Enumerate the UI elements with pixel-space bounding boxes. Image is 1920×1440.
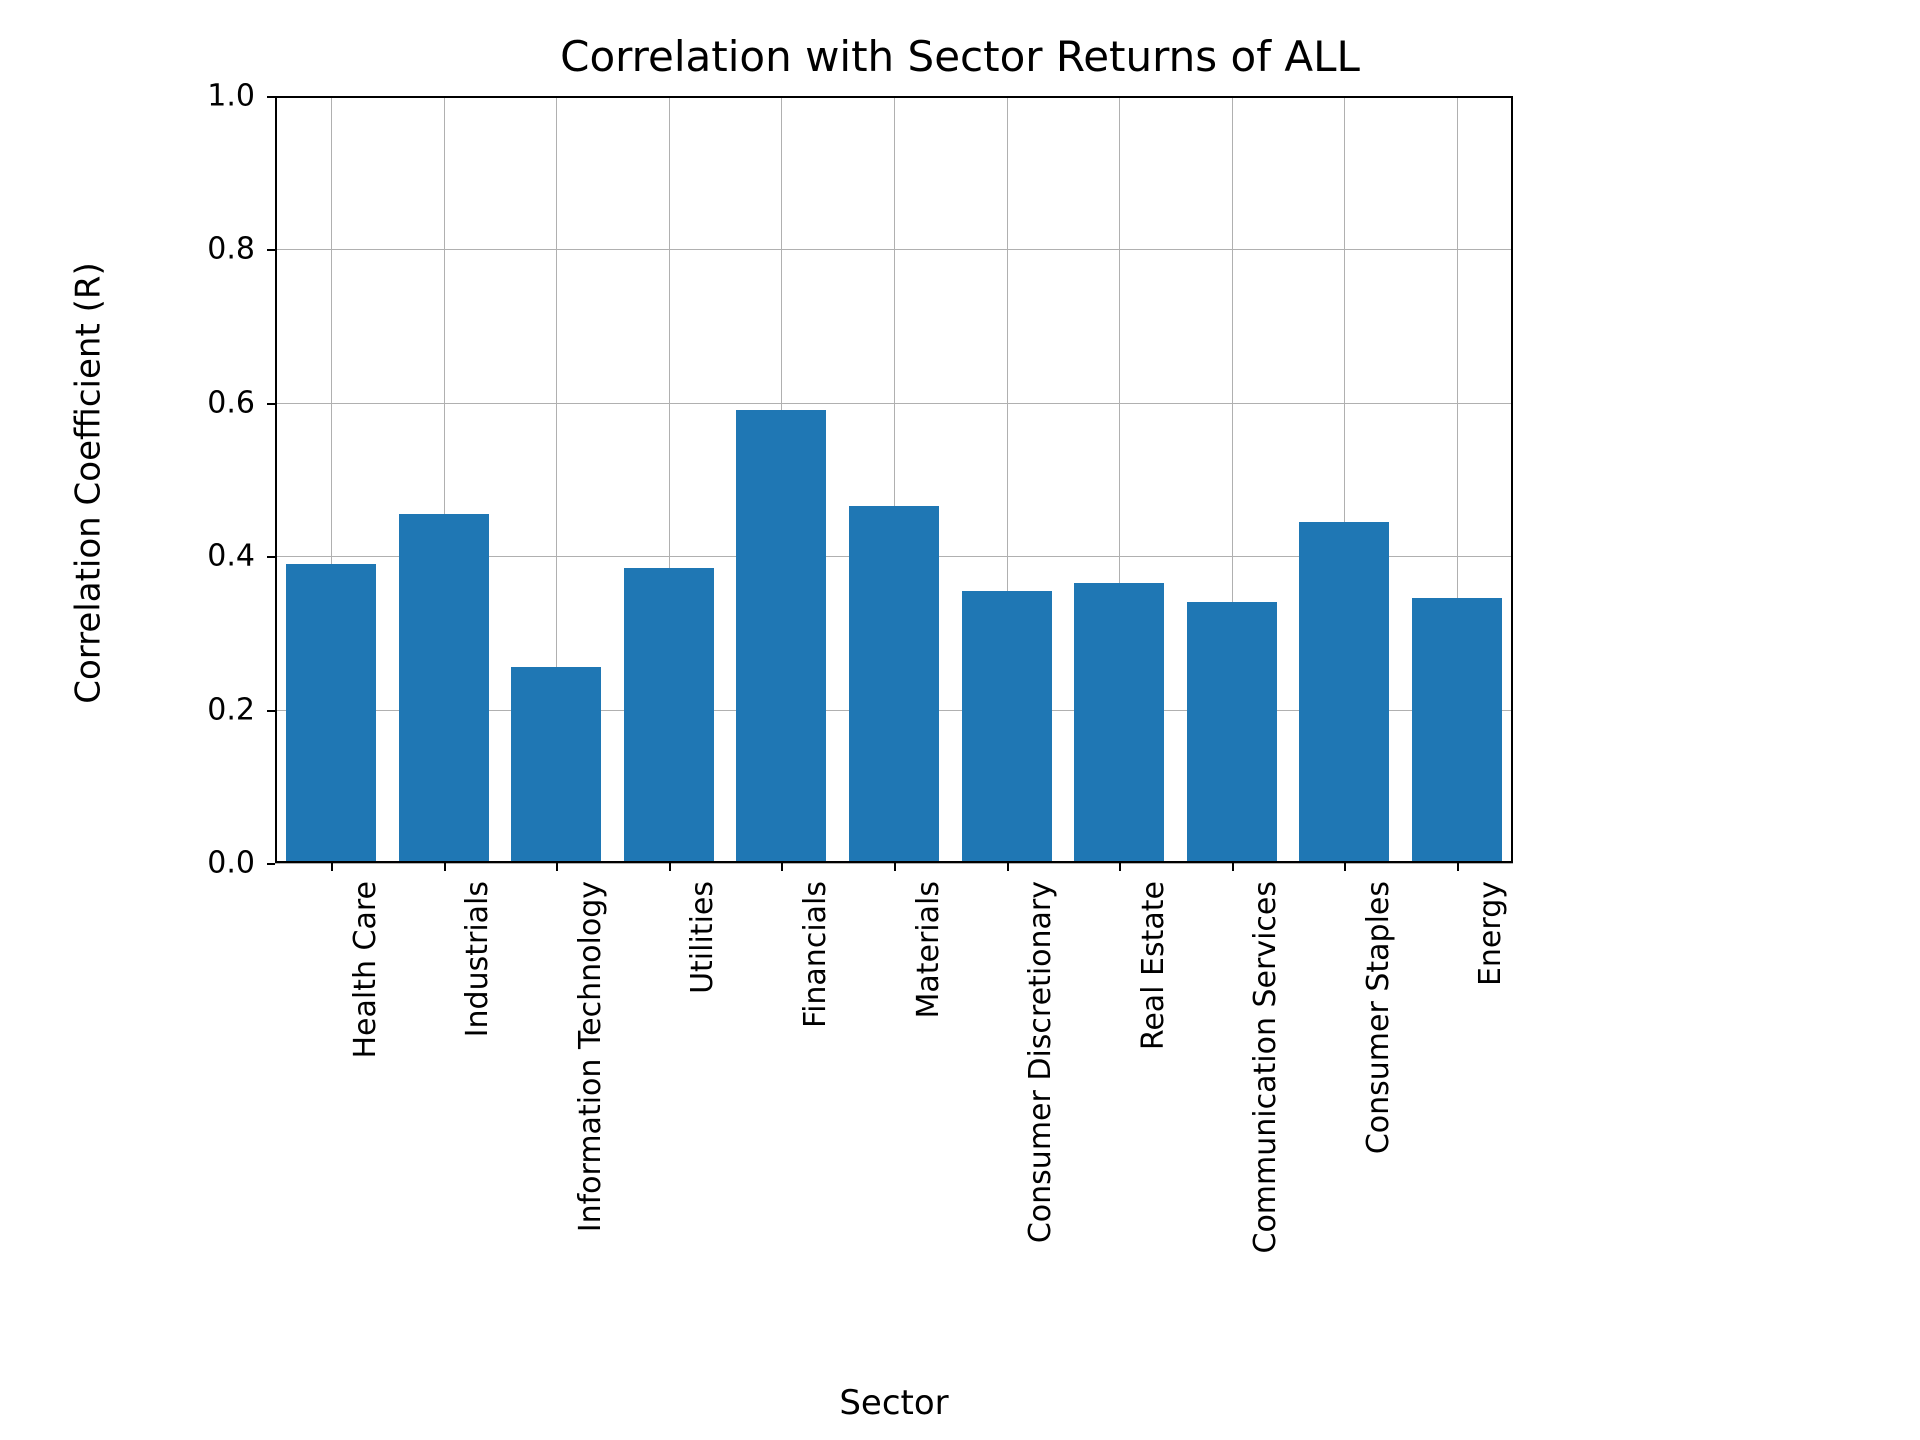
ytick-label: 0.4 [0,539,255,574]
plot-spine [275,96,277,863]
bar [286,564,376,863]
xtick-label: Industrials [460,881,495,1381]
plot-spine [275,96,1513,98]
bar [1074,583,1164,863]
xtick-label: Materials [911,881,946,1381]
ytick-label: 0.6 [0,385,255,420]
plot-area [275,96,1513,863]
xtick-label: Energy [1473,881,1508,1381]
ytick-mark [267,556,275,558]
xtick-label: Health Care [348,881,383,1381]
grid-line-horizontal [275,403,1513,404]
bar [849,506,939,863]
chart-title: Correlation with Sector Returns of ALL [0,32,1920,81]
bar [511,667,601,863]
bar [962,591,1052,863]
xtick-mark [1232,863,1234,871]
plot-spine [1511,96,1513,863]
bar [1299,522,1389,863]
ytick-mark [267,863,275,865]
xtick-mark [781,863,783,871]
ytick-mark [267,710,275,712]
ytick-label: 0.2 [0,692,255,727]
ytick-label: 0.8 [0,232,255,267]
bar [624,568,714,863]
xtick-label: Utilities [685,881,720,1381]
xtick-label: Financials [798,881,833,1381]
xtick-mark [1344,863,1346,871]
ytick-mark [267,403,275,405]
xtick-label: Consumer Staples [1361,881,1396,1381]
xtick-mark [331,863,333,871]
bar [736,410,826,863]
xtick-mark [444,863,446,871]
chart-canvas: Correlation with Sector Returns of ALL C… [0,0,1920,1440]
xtick-mark [894,863,896,871]
xtick-label: Information Technology [573,881,608,1381]
ytick-mark [267,96,275,98]
bar [1412,598,1502,863]
ytick-label: 0.0 [0,846,255,881]
xtick-mark [1119,863,1121,871]
xtick-label: Real Estate [1136,881,1171,1381]
xtick-mark [556,863,558,871]
xtick-mark [1007,863,1009,871]
xtick-mark [1457,863,1459,871]
x-axis-label: Sector [275,1383,1513,1423]
xtick-label: Consumer Discretionary [1023,881,1058,1381]
xtick-label: Communication Services [1248,881,1283,1381]
grid-line-horizontal [275,249,1513,250]
ytick-mark [267,249,275,251]
y-axis-label: Correlation Coefficient (R) [68,99,108,866]
xtick-mark [669,863,671,871]
bar [1187,602,1277,863]
bar [399,514,489,863]
ytick-label: 1.0 [0,79,255,114]
